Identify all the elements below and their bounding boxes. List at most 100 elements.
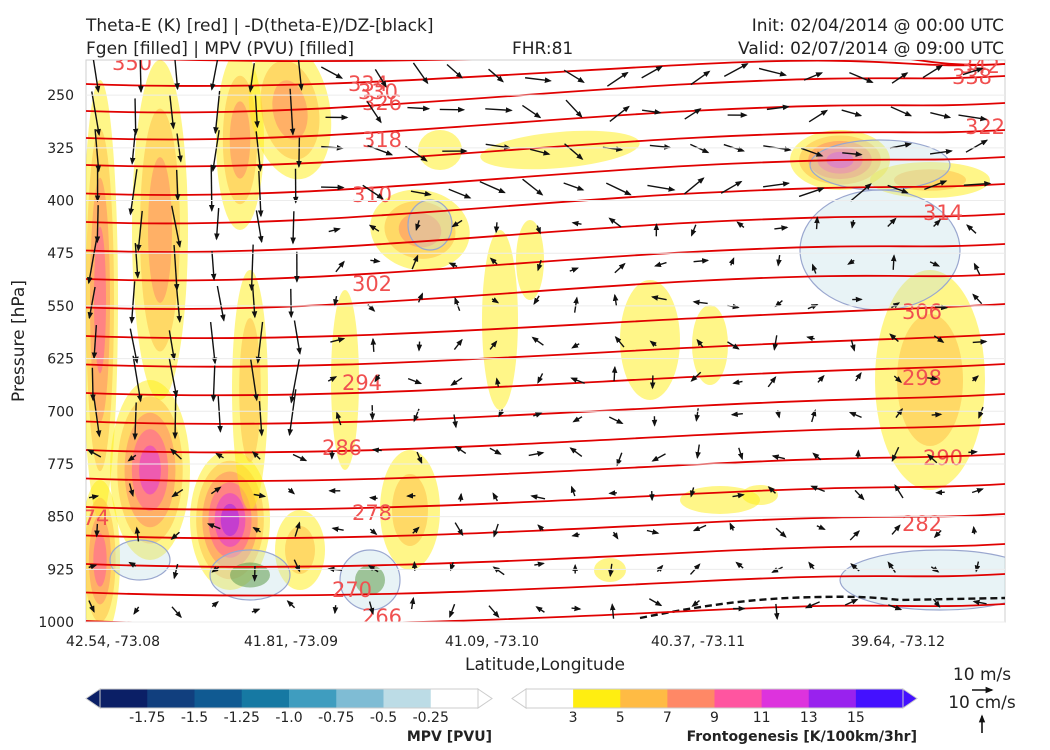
theta-e-label: 318: [362, 128, 402, 152]
colorbar-tick-label: 9: [710, 710, 719, 726]
wind-vector: [534, 561, 545, 568]
wind-vector: [810, 485, 825, 493]
wind-vector: [608, 490, 617, 496]
wind-vector: [641, 65, 663, 79]
wind-vector: [250, 359, 259, 402]
wind-vector: [816, 524, 826, 530]
wind-vector: [417, 292, 424, 303]
wind-vector: [370, 337, 377, 352]
wind-vector: [570, 377, 585, 384]
wind-vector: [933, 219, 942, 227]
colorbar-tick-label: -0.25: [413, 710, 449, 726]
wind-vector: [641, 109, 662, 115]
wind-vector: [850, 219, 856, 229]
wind-vector: [608, 416, 624, 424]
wind-vector: [922, 64, 943, 79]
y-tick-label: 550: [47, 299, 74, 315]
forecast-hour: FHR:81: [512, 39, 573, 59]
theta-e-line: [86, 573, 1005, 597]
wind-vector: [569, 447, 583, 457]
wind-vector: [564, 143, 584, 161]
wind-vector: [529, 148, 551, 156]
wind-vector: [528, 451, 545, 457]
wind-vector: [611, 365, 618, 382]
wind-vector: [732, 492, 745, 499]
wind-vector: [248, 244, 255, 292]
wind-vectors: [86, 60, 992, 621]
wind-vector: [210, 130, 220, 173]
wind-vector: [962, 67, 984, 76]
wind-vector: [258, 401, 265, 437]
wind-vector: [287, 487, 296, 495]
wind-vector: [489, 447, 502, 455]
wind-vector: [807, 303, 819, 310]
wind-vector: [129, 281, 136, 324]
wind-vector: [766, 104, 790, 111]
theta-e-label: 286: [322, 436, 362, 460]
wind-vector: [138, 60, 144, 94]
wind-vector: [133, 606, 140, 615]
wind-vector: [289, 359, 301, 404]
plot-content: 350 3423383343303263223183143103063022982…: [86, 60, 1005, 622]
wind-vector: [565, 99, 583, 118]
theta-e-label: 270: [332, 578, 372, 602]
wind-vector: [210, 60, 219, 91]
wind-vector: [493, 523, 499, 538]
wind-vector: [452, 414, 458, 429]
theta-e-label: 298: [902, 366, 942, 390]
init-time: Init: 02/04/2014 @ 00:00 UTC: [752, 16, 1004, 36]
wind-vector: [254, 94, 260, 129]
wind-vector: [965, 139, 989, 153]
wind-vector: [410, 190, 432, 197]
wind-vector: [86, 449, 102, 458]
x-axis-ticks: 42.54, -73.08 41.81, -73.09 41.09, -73.10 4…: [66, 634, 945, 650]
wind-vector: [971, 375, 979, 382]
theta-e-label: 338: [952, 65, 992, 89]
wind-vector: [729, 522, 736, 531]
wind-vector: [609, 603, 616, 619]
theta-e-label: 314: [923, 201, 963, 225]
colorbar-extend-right: [477, 688, 493, 709]
wind-vector: [968, 449, 978, 455]
wind-vector: [690, 371, 702, 382]
wind-vector: [489, 257, 498, 265]
theta-e-line: [86, 243, 1005, 282]
wind-vector: [775, 527, 787, 538]
wind-vector: [772, 335, 779, 351]
wind-vector: [651, 453, 666, 462]
theta-e-line: [86, 156, 1005, 196]
wind-vector: [804, 601, 820, 609]
wind-vector: [451, 219, 463, 228]
y-tick-label: 1000: [38, 615, 74, 631]
wind-vector: [895, 407, 903, 418]
wind-vector: [694, 408, 700, 422]
y-tick-label: 625: [47, 352, 74, 368]
theta-e-line: [86, 393, 1005, 425]
y-tick-label: 700: [47, 404, 74, 420]
wind-vector: [211, 601, 219, 608]
wind-vector: [842, 151, 863, 157]
colorbar-segment: [147, 689, 195, 708]
x-tick-label: 41.09, -73.10: [445, 634, 539, 650]
wind-vector: [448, 188, 472, 199]
wind-vector: [762, 181, 790, 188]
wind-vector: [776, 254, 782, 267]
wind-vector: [854, 489, 865, 501]
colorbar-tick-label: 15: [847, 710, 865, 726]
frontogenesis-fill: [239, 318, 261, 462]
theta-e-line: [86, 483, 1005, 511]
wind-vector: [498, 409, 505, 418]
frontogenesis-fill: [482, 230, 518, 410]
wind-vector: [978, 406, 984, 419]
wind-vector: [929, 148, 953, 155]
fgen-colorbar-label: Frontogenesis [K/100km/3hr]: [687, 729, 917, 745]
wind-vector: [128, 483, 135, 497]
wind-vector: [929, 261, 941, 267]
wind-vector: [371, 447, 382, 454]
colorbar-outline: [99, 688, 479, 709]
wind-vector: [732, 379, 743, 385]
x-tick-label: 41.81, -73.09: [244, 634, 338, 650]
y-tick-label: 250: [47, 88, 74, 104]
theta-e-label: 290: [923, 446, 963, 470]
